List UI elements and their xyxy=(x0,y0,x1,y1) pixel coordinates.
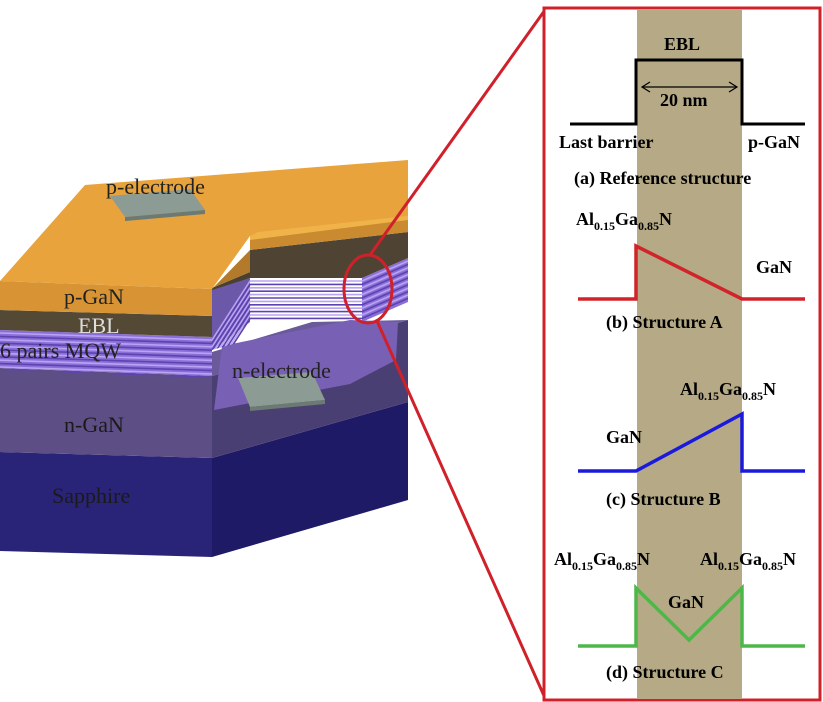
profile-d-caption: (d) Structure C xyxy=(606,662,724,683)
alloy-el1: Al xyxy=(680,379,698,399)
mqw-stripe xyxy=(0,280,408,362)
mqw-stripe xyxy=(0,273,408,355)
alloy-el2: Ga xyxy=(593,549,616,569)
width-arrow-left-head xyxy=(640,81,651,93)
mqw-stripes xyxy=(0,260,408,378)
profile-d-gan-label: GaN xyxy=(668,592,704,612)
callout-ellipse xyxy=(342,253,394,325)
sapphire-label: Sapphire xyxy=(52,483,130,508)
band-profiles: EBL 20 nm Last barrier p-GaN (a) Referen… xyxy=(554,9,805,699)
n-electrode-label: n-electrode xyxy=(232,358,331,383)
n-electrode-pad xyxy=(238,372,325,407)
alloy-s2: 0.85 xyxy=(762,559,783,573)
alloy-el3: N xyxy=(637,549,650,569)
mqw-stripe xyxy=(0,287,408,369)
mqw-stripe xyxy=(0,297,408,378)
n-gan-label: n-GaN xyxy=(64,412,124,437)
callout-line-top xyxy=(368,9,547,256)
mqw-stripe xyxy=(0,260,408,341)
profile-b-caption: (b) Structure A xyxy=(606,312,723,333)
ebl-step-face xyxy=(212,272,250,290)
p-gan-front-face xyxy=(0,281,212,316)
p-electrode-edge xyxy=(125,210,205,221)
p-gan-label: p-GaN xyxy=(64,284,124,309)
width-arrow-right-head xyxy=(728,81,739,93)
alloy-s1: 0.15 xyxy=(718,559,739,573)
mqw-stripe xyxy=(0,263,408,345)
profile-d-line xyxy=(578,583,805,648)
alloy-el2: Ga xyxy=(615,209,638,229)
alloy-el1: Al xyxy=(700,549,718,569)
alloy-el3: N xyxy=(763,379,776,399)
mqw-stripe xyxy=(0,294,408,375)
alloy-s2: 0.85 xyxy=(638,219,659,233)
alloy-s2: 0.85 xyxy=(742,389,763,403)
ebl-region-band xyxy=(637,9,742,699)
profile-a-caption: (a) Reference structure xyxy=(574,168,751,189)
ebl-side-face xyxy=(250,232,408,278)
profile-a-line xyxy=(570,58,805,126)
alloy-s1: 0.15 xyxy=(594,219,615,233)
ebl-label: EBL xyxy=(78,313,120,338)
alloy-el1: Al xyxy=(554,549,572,569)
p-electrode-label: p-electrode xyxy=(106,174,205,199)
profile-c-alloy-label: Al0.15Ga0.85N xyxy=(680,379,776,403)
profile-d-alloy-right-label: Al0.15Ga0.85N xyxy=(700,549,796,573)
device-3d: p-electrode p-GaN EBL 6 pairs MQW n-elec… xyxy=(0,160,408,557)
p-gan-step-wall xyxy=(212,250,250,289)
profile-b-gan-label: GaN xyxy=(756,257,792,277)
alloy-el3: N xyxy=(783,549,796,569)
profile-a-left-label: Last barrier xyxy=(559,132,653,152)
alloy-el2: Ga xyxy=(739,549,762,569)
mqw-stripe xyxy=(0,290,408,372)
alloy-s2: 0.85 xyxy=(616,559,637,573)
n-gan-front-face xyxy=(0,368,212,458)
profile-b-line xyxy=(578,243,805,301)
profile-a-width-label: 20 nm xyxy=(660,90,708,110)
sapphire-front-face xyxy=(0,452,212,557)
p-gan-top-face xyxy=(0,160,408,289)
sapphire-side-face xyxy=(212,402,408,557)
alloy-el2: Ga xyxy=(719,379,742,399)
mqw-stripe xyxy=(0,270,408,352)
mqw-label: 6 pairs MQW xyxy=(0,338,121,363)
mqw-stripe xyxy=(0,284,408,365)
callout xyxy=(342,6,822,702)
profile-a-right-label: p-GaN xyxy=(748,132,800,152)
p-electrode-pad xyxy=(110,189,205,217)
alloy-s1: 0.15 xyxy=(698,389,719,403)
n-electrode-edge xyxy=(250,400,325,411)
profile-c-caption: (c) Structure B xyxy=(606,489,721,510)
profile-c-gan-label: GaN xyxy=(606,427,642,447)
mqw-stripe xyxy=(0,277,408,358)
p-gan-top-step xyxy=(250,216,408,240)
alloy-el3: N xyxy=(659,209,672,229)
ebl-front-face xyxy=(0,310,212,337)
profile-c-line xyxy=(578,411,805,473)
alloy-el1: Al xyxy=(576,209,594,229)
mqw-stripe xyxy=(0,267,408,348)
profile-b-alloy-label: Al0.15Ga0.85N xyxy=(576,209,672,233)
profile-d-alloy-left-label: Al0.15Ga0.85N xyxy=(554,549,650,573)
callout-line-bottom xyxy=(375,320,547,699)
alloy-s1: 0.15 xyxy=(572,559,593,573)
profile-a-ebl-label: EBL xyxy=(664,34,700,54)
